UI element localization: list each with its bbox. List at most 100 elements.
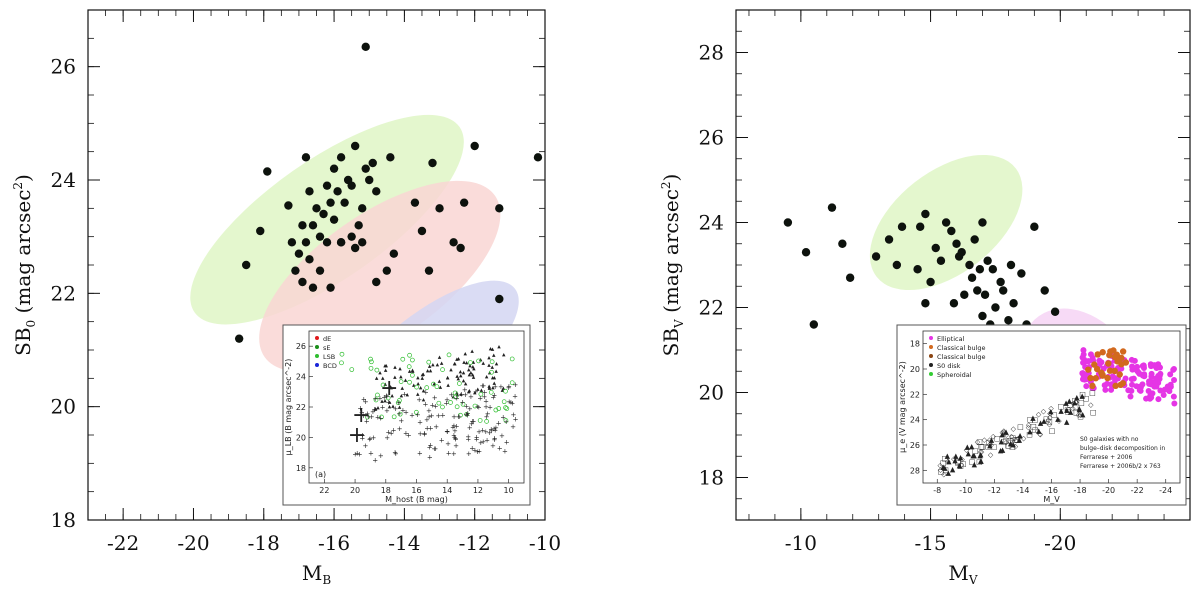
inset-marker-spheroidal: ▲ bbox=[1074, 394, 1080, 402]
inset-marker-bulge bbox=[1116, 371, 1123, 378]
inset-marker-spheroidal: ▲ bbox=[972, 460, 978, 468]
inset-marker-lsb bbox=[436, 400, 442, 406]
inset-marker-bcd: + bbox=[456, 413, 462, 421]
inset-marker-dE: ▴ bbox=[468, 371, 472, 379]
data-point bbox=[913, 265, 922, 274]
data-point bbox=[329, 164, 339, 173]
data-point bbox=[435, 204, 444, 213]
inset-marker-bcd: + bbox=[360, 432, 366, 440]
inset-marker-dE: ▴ bbox=[471, 371, 475, 379]
inset-marker-lsb bbox=[503, 388, 508, 394]
inset-marker-bulge bbox=[1105, 360, 1112, 367]
inset-marker-spheroidal: ▲ bbox=[958, 454, 964, 462]
inset-marker-spheroidal: ◇ bbox=[1011, 425, 1017, 433]
inset-marker-lsb bbox=[398, 379, 404, 384]
inset-x-tick-label: -22 bbox=[1131, 486, 1144, 495]
inset-legend-label: Classical bulge bbox=[937, 353, 986, 361]
inset-marker-spheroidal: ◇ bbox=[1056, 417, 1062, 425]
inset-marker-dE: ▴ bbox=[472, 365, 476, 373]
inset-marker-elliptical bbox=[1128, 387, 1135, 394]
data-point bbox=[284, 201, 293, 210]
inset-x-tick-label: 10 bbox=[504, 486, 514, 495]
inset-marker-spheroidal: ◇ bbox=[1038, 430, 1044, 438]
data-point bbox=[358, 238, 367, 247]
inset-legend-label: Spheroidal bbox=[937, 371, 972, 379]
inset-y-axis-title: μ_e (V mag arcsec^-2) bbox=[898, 361, 907, 453]
data-point bbox=[340, 198, 349, 207]
inset-marker-bcd: + bbox=[506, 398, 512, 406]
inset-marker-bcd: + bbox=[361, 396, 367, 404]
inset-marker-dE: ▴ bbox=[472, 373, 476, 381]
data-point bbox=[533, 153, 543, 162]
inset-marker-bcd: + bbox=[444, 428, 450, 436]
inset-marker-lsb bbox=[426, 359, 432, 365]
inset-marker-spheroidal: ◇ bbox=[990, 432, 996, 440]
inset-marker-bcd: + bbox=[500, 414, 506, 422]
data-point bbox=[991, 303, 1000, 312]
inset-marker-lsb bbox=[509, 356, 515, 362]
inset-marker-dE: ▴ bbox=[432, 380, 436, 388]
inset-marker-dE: ▴ bbox=[422, 395, 426, 403]
inset-marker-spheroidal: □ bbox=[972, 447, 979, 455]
inset-marker-spheroidal: □ bbox=[1051, 411, 1058, 419]
inset-marker-bcd: + bbox=[431, 445, 437, 453]
inset-marker-bcd: + bbox=[454, 423, 460, 431]
inset-marker-bcd: + bbox=[453, 442, 459, 450]
inset-marker-bcd: + bbox=[426, 407, 432, 415]
inset-marker-bcd: + bbox=[357, 405, 363, 413]
inset-marker-bcd: + bbox=[372, 456, 378, 464]
data-point bbox=[949, 299, 959, 308]
data-point bbox=[926, 277, 935, 287]
inset-marker-spheroidal: □ bbox=[1043, 415, 1050, 423]
inset-x-tick-label: 14 bbox=[442, 486, 452, 495]
data-point bbox=[1050, 307, 1060, 316]
inset-marker-lsb bbox=[504, 406, 510, 411]
inset-marker-bcd: + bbox=[467, 405, 473, 413]
inset-marker-errorbar: + bbox=[348, 423, 366, 448]
inset-marker-dE: ▴ bbox=[459, 390, 463, 398]
inset-y-tick-label: 28 bbox=[910, 466, 920, 475]
inset-marker-bcd: + bbox=[508, 399, 514, 407]
inset-marker-dE: ▴ bbox=[388, 398, 392, 406]
x-tick-label: -15 bbox=[914, 531, 946, 555]
data-point bbox=[305, 255, 314, 264]
data-point bbox=[301, 238, 311, 247]
inset-x-tick-label: -12 bbox=[988, 486, 1001, 495]
inset-marker-bcd: + bbox=[464, 412, 470, 420]
inset-marker-spheroidal: ◇ bbox=[959, 461, 965, 469]
inset-marker-spheroidal: □ bbox=[1012, 436, 1019, 444]
data-point bbox=[350, 243, 360, 253]
inset-marker-dE: ▴ bbox=[404, 376, 408, 384]
inset-marker-spheroidal: ◇ bbox=[1048, 404, 1054, 412]
y-axis-title: SB0 (mag arcsec2) bbox=[11, 174, 38, 356]
inset-marker-dE: ▴ bbox=[468, 362, 472, 370]
inset-marker-bcd: + bbox=[499, 432, 505, 440]
inset-y-tick-label: 20 bbox=[910, 365, 920, 374]
inset-marker-bcd: + bbox=[372, 405, 378, 413]
inset-marker-bcd: + bbox=[480, 426, 486, 434]
inset-marker-spheroidal: □ bbox=[1026, 431, 1033, 439]
inset-marker-dE: ▴ bbox=[380, 397, 384, 405]
inset-marker-bcd: + bbox=[484, 437, 490, 445]
inset-marker-lsb bbox=[339, 360, 344, 366]
inset-marker-dE: ▴ bbox=[436, 361, 440, 369]
data-point bbox=[322, 238, 332, 247]
inset-marker-elliptical bbox=[1170, 393, 1177, 400]
inset-marker-bcd: + bbox=[392, 448, 398, 456]
data-point bbox=[884, 235, 894, 244]
inset-marker-dE: ▴ bbox=[383, 397, 387, 405]
inset-background bbox=[896, 324, 1187, 506]
data-point bbox=[915, 222, 925, 231]
inset-marker-bcd: + bbox=[364, 418, 370, 426]
inset-marker-dE: ▴ bbox=[426, 367, 430, 375]
data-point bbox=[838, 239, 847, 248]
inset-marker-spheroidal: ▲ bbox=[946, 457, 952, 465]
inset-marker-spheroidal: ◇ bbox=[1002, 429, 1008, 437]
inset-marker-bulge bbox=[1106, 367, 1114, 374]
inset-marker-dE: ▴ bbox=[464, 350, 468, 358]
inset-marker-dE: ▴ bbox=[389, 383, 393, 391]
inset-marker-bcd: + bbox=[469, 444, 475, 452]
inset-marker-spheroidal: ▲ bbox=[972, 451, 978, 459]
inset-marker-dE: ▴ bbox=[487, 354, 491, 362]
